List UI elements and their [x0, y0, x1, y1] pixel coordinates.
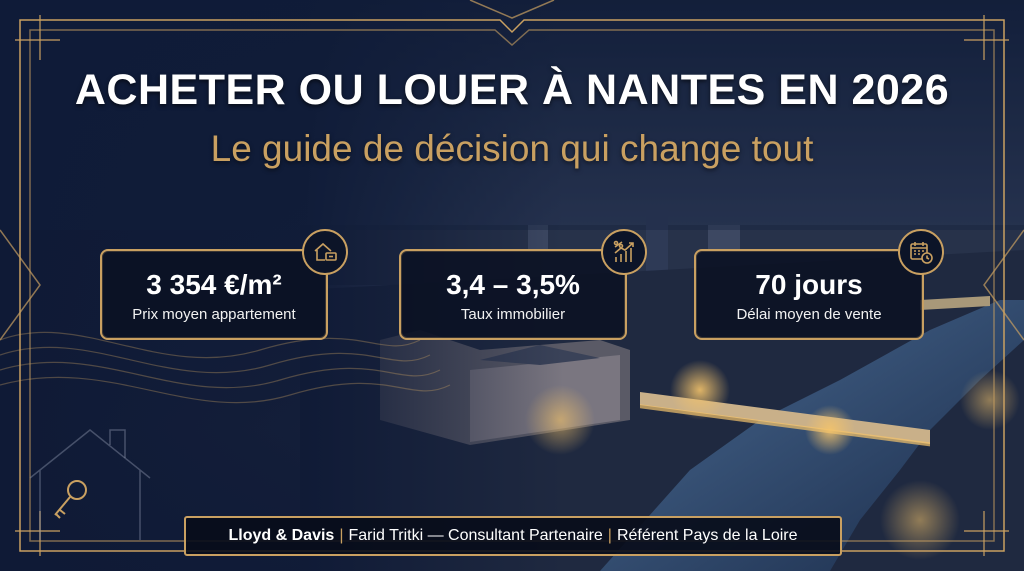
stat-label: Taux immobilier: [460, 306, 566, 323]
calendar-clock-icon: [898, 229, 944, 275]
consultant-name: Farid Tritki — Consultant Partenaire: [348, 527, 603, 544]
percent-chart-icon: [601, 229, 647, 275]
separator: |: [339, 527, 344, 544]
key-icon: [54, 480, 87, 519]
brand-name: Lloyd & Davis: [228, 527, 335, 544]
separator: |: [607, 527, 612, 544]
stat-card-delay: 70 jours Délai moyen de vente: [694, 229, 944, 340]
region-label: Référent Pays de la Loire: [616, 527, 798, 544]
stat-label: Délai moyen de vente: [736, 306, 882, 323]
stat-value: 70 jours: [755, 269, 863, 300]
stat-card-rate: 3,4 – 3,5% Taux immobilier: [399, 229, 647, 340]
stat-label: Prix moyen appartement: [132, 306, 296, 323]
page-subtitle: Le guide de décision qui change tout: [210, 128, 814, 169]
stat-value: 3,4 – 3,5%: [446, 269, 580, 300]
stat-card-price: 3 354 €/m² Prix moyen appartement: [100, 229, 348, 340]
footer-credits: Lloyd & Davis | Farid Tritki — Consultan…: [184, 516, 842, 556]
house-outline-icon: [29, 429, 151, 540]
stat-value: 3 354 €/m²: [146, 269, 282, 300]
page-title: ACHETER OU LOUER À NANTES EN 2026: [74, 66, 950, 114]
house-price-icon: [302, 229, 348, 275]
